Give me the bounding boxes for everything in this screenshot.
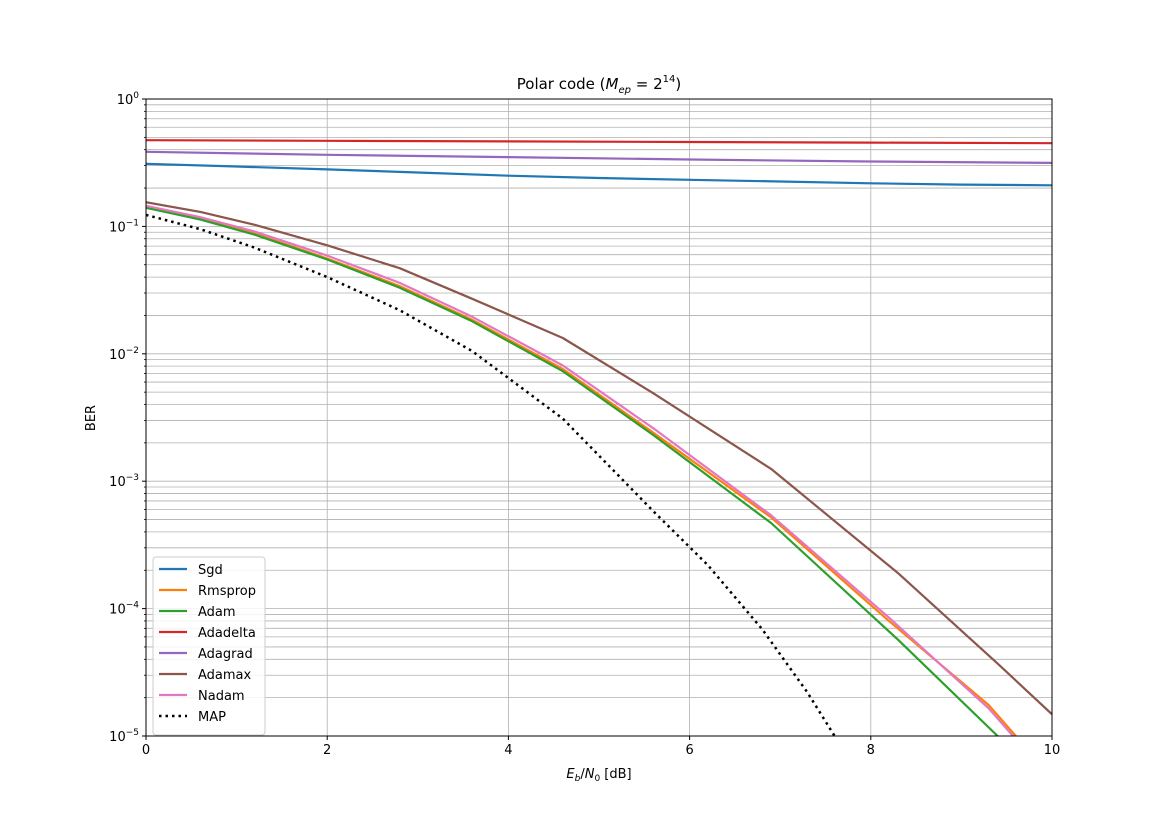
legend-label-map: MAP [198, 710, 226, 725]
legend-label-adadelta: Adadelta [198, 626, 256, 641]
series-line-rmsprop [146, 206, 1017, 736]
grid [145, 99, 1053, 737]
series-line-adam [146, 206, 999, 736]
x-tick-label: 10 [1044, 743, 1061, 758]
series-line-adamax [146, 201, 1052, 716]
legend-box [152, 556, 266, 736]
legend-label-nadam: Nadam [198, 689, 245, 704]
legend-label-sgd: Sgd [198, 563, 223, 578]
title-eq: = 2 [631, 75, 663, 93]
series-line-map [146, 213, 836, 736]
series-line-sgd [146, 162, 1052, 187]
xlabel-slash: / [580, 767, 585, 782]
y-tick-label: 10−3 [109, 473, 139, 490]
x-tick-label: 2 [323, 743, 331, 758]
title-suffix: ) [675, 75, 681, 93]
y-tick-label: 10−5 [109, 728, 139, 745]
chart-title: Polar code (Mep = 214) [517, 74, 681, 96]
x-tick-label: 0 [142, 743, 150, 758]
series-line-adagrad [146, 150, 1052, 164]
y-tick-label: 10−4 [109, 601, 139, 618]
series-lines [146, 139, 1052, 736]
legend: Sgd Rmsprop Adam Adadelta Adagrad Adamax Nadam… [152, 556, 266, 736]
xlabel-e-sub: b [575, 774, 581, 784]
legend-label-rmsprop: Rmsprop [198, 584, 256, 599]
plot-frame [145, 98, 1053, 737]
legend-label-adagrad: Adagrad [198, 647, 253, 662]
x-tick-label: 6 [685, 743, 693, 758]
legend-label-adam: Adam [198, 605, 236, 620]
y-tick-label: 10−1 [109, 218, 139, 235]
y-tick-label: 10−2 [109, 346, 139, 363]
series-line-adadelta [146, 139, 1052, 145]
title-exp: 14 [663, 74, 676, 85]
xlabel-n-sub: 0 [594, 774, 600, 784]
title-var-sub: ep [618, 85, 631, 96]
y-axis-label: BER [84, 405, 99, 431]
title-prefix: Polar code ( [517, 75, 606, 93]
xlabel-n: N [585, 767, 595, 782]
xlabel-unit: [dB] [600, 767, 631, 782]
title-var: M [606, 75, 619, 93]
axis-ticks: 0 2 4 6 8 10 100 10−1 10−2 10−3 10−4 10−5 [109, 91, 1060, 758]
y-tick-label: 100 [117, 91, 140, 108]
x-tick-label: 4 [504, 743, 512, 758]
series-line-nadam [146, 204, 1014, 736]
legend-label-adamax: Adamax [198, 668, 252, 683]
x-axis-label: Eb/N0 [dB] [566, 767, 631, 784]
x-tick-label: 8 [867, 743, 875, 758]
xlabel-e: E [566, 767, 575, 782]
